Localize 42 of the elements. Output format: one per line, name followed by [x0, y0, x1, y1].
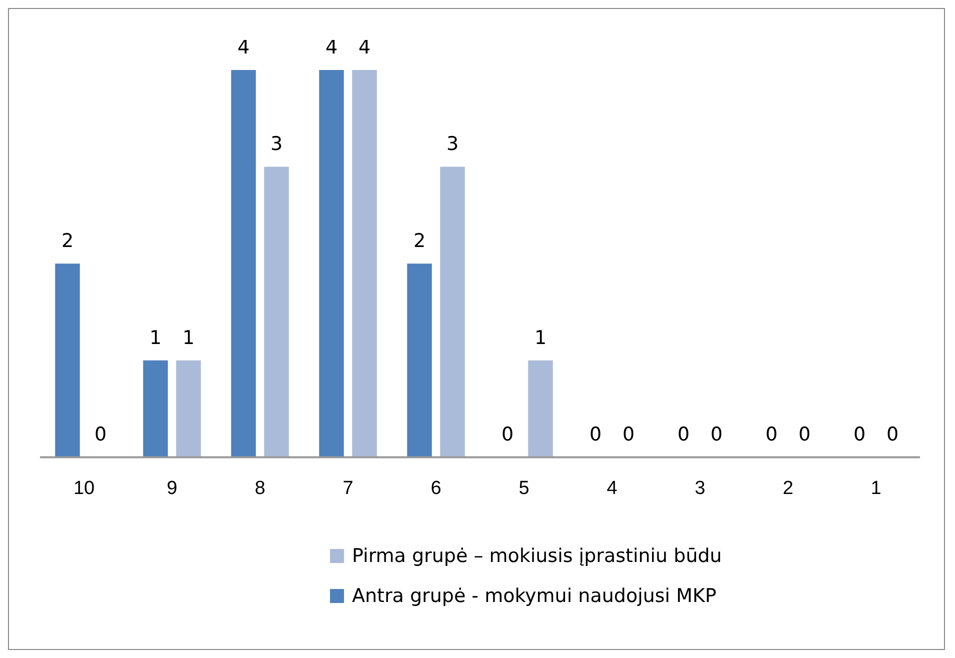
data-label: 1 [534, 326, 547, 349]
data-label: 3 [270, 133, 283, 156]
x-tick-label: 10 [73, 478, 95, 499]
data-label: 4 [237, 36, 250, 58]
bar [143, 360, 168, 458]
x-tick-label: 7 [342, 478, 354, 499]
x-tick-label: 1 [870, 478, 882, 499]
data-label: 0 [589, 424, 602, 446]
bar [264, 166, 289, 458]
data-label: 0 [94, 424, 107, 446]
data-label: 0 [853, 424, 866, 446]
data-label: 2 [413, 230, 426, 252]
bar [319, 70, 344, 458]
data-label: 1 [182, 326, 195, 349]
data-label: 4 [358, 36, 371, 58]
bar [231, 70, 256, 458]
data-label: 0 [677, 424, 690, 446]
bar [55, 264, 80, 458]
bar [407, 264, 432, 458]
x-tick-label: 9 [166, 478, 178, 499]
x-tick-label: 3 [694, 478, 706, 499]
x-tick-label: 5 [518, 478, 530, 499]
data-label: 2 [61, 230, 74, 252]
bar [528, 360, 553, 458]
legend-label: Pirma grupė – mokiusis įprastiniu būdu [352, 545, 722, 567]
data-label: 0 [710, 424, 723, 446]
data-label: 1 [149, 326, 162, 349]
x-tick-label: 8 [254, 478, 266, 499]
data-label: 0 [886, 424, 899, 446]
bar [440, 166, 465, 458]
bar [176, 360, 201, 458]
x-tick-label: 4 [606, 478, 618, 499]
data-label: 0 [798, 424, 811, 446]
data-label: 0 [765, 424, 778, 446]
x-tick-label: 2 [782, 478, 794, 499]
x-tick-label: 6 [430, 478, 442, 499]
data-label: 3 [446, 133, 459, 156]
bar [352, 70, 377, 458]
data-label: 4 [325, 36, 338, 58]
data-label: 0 [622, 424, 635, 446]
data-label: 0 [501, 424, 514, 446]
legend-label: Antra grupė - mokymui naudojusi MKP [352, 585, 716, 607]
